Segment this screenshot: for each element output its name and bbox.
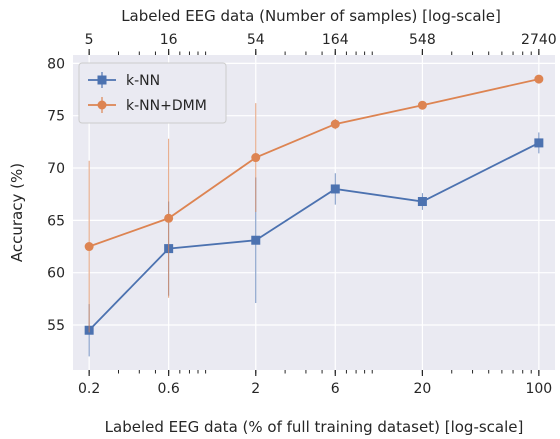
- x-top-tick-label: 548: [409, 32, 436, 48]
- x-axis-top-label: Labeled EEG data (Number of samples) [lo…: [121, 7, 501, 25]
- x-top-tick-label: 54: [247, 32, 265, 48]
- y-tick-label: 80: [47, 56, 65, 72]
- data-point: [84, 242, 94, 252]
- data-point: [251, 153, 261, 163]
- legend-entry: k-NN+DMM: [88, 97, 207, 114]
- data-point: [330, 184, 340, 194]
- data-point: [417, 100, 427, 110]
- legend-label: k-NN: [126, 73, 160, 89]
- data-point: [164, 213, 174, 223]
- data-point: [534, 74, 544, 84]
- legend-box: [78, 62, 227, 124]
- series-k-nn-dmm: [84, 74, 544, 333]
- x-tick-label: 20: [413, 381, 431, 397]
- data-point: [251, 235, 261, 245]
- legend-label: k-NN+DMM: [126, 98, 207, 114]
- legend-marker: [97, 75, 107, 85]
- y-tick-label: 75: [47, 109, 65, 125]
- x-tick-label: 6: [331, 381, 340, 397]
- x-tick-label: 2: [251, 381, 260, 397]
- data-point: [417, 197, 427, 207]
- series-layer: [84, 74, 544, 357]
- x-tick-label: 0.6: [158, 381, 180, 397]
- x-top-tick-label: 2740: [521, 32, 557, 48]
- series-line: [88, 142, 540, 331]
- legend: k-NN k-NN+DMM: [78, 62, 227, 124]
- x-top-tick-label: 164: [322, 32, 349, 48]
- data-point: [534, 138, 544, 148]
- legend-marker: [97, 100, 107, 110]
- x-tick-label: 0.2: [78, 381, 100, 397]
- data-point: [330, 119, 340, 129]
- legend-entry: k-NN: [88, 72, 160, 89]
- tick-labels: 55 60 65 70 75 80 0.2 5 0.6 16 2 54 6 164 20 548 100 2740: [47, 32, 557, 397]
- y-tick-label: 60: [47, 266, 65, 282]
- x-top-tick-label: 16: [160, 32, 178, 48]
- x-tick-label: 100: [525, 381, 552, 397]
- x-axis-label: Labeled EEG data (% of full training dat…: [105, 418, 524, 436]
- x-top-tick-label: 5: [85, 32, 94, 48]
- series-line: [88, 78, 540, 248]
- y-tick-label: 55: [47, 318, 65, 334]
- y-tick-label: 70: [47, 161, 65, 177]
- y-axis-label: Accuracy (%): [8, 163, 26, 262]
- y-tick-label: 65: [47, 213, 65, 229]
- minor-ticks: [88, 49, 540, 376]
